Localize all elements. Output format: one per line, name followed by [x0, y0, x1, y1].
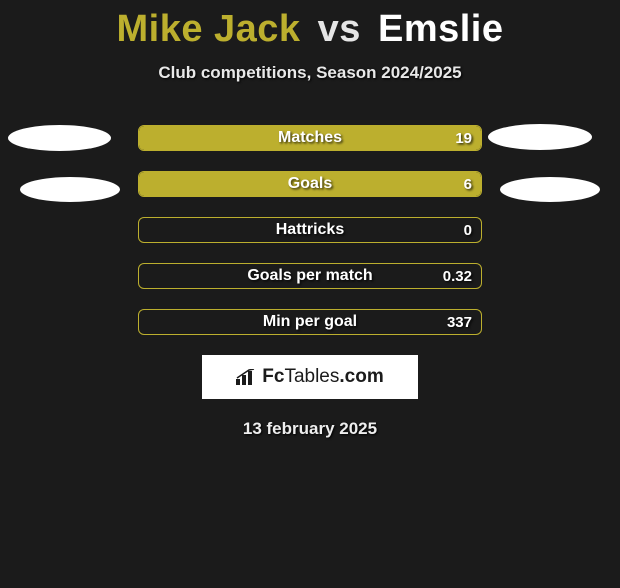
- stat-value: 0.32: [443, 263, 472, 289]
- decorative-ellipse: [500, 177, 600, 202]
- brand-tables: Tables: [284, 366, 339, 387]
- comparison-title: Mike Jack vs Emslie: [0, 8, 620, 51]
- bar-track: [138, 171, 482, 197]
- subtitle: Club competitions, Season 2024/2025: [0, 63, 620, 83]
- stat-row: Matches19: [138, 125, 482, 151]
- brand-logo-text: FcTables.com: [236, 366, 383, 388]
- decorative-ellipse: [488, 124, 592, 150]
- stat-row: Goals per match0.32: [138, 263, 482, 289]
- brand-fc: Fc: [262, 366, 284, 387]
- player1-name: Mike Jack: [116, 8, 300, 50]
- stat-value: 6: [464, 171, 472, 197]
- date-text: 13 february 2025: [0, 419, 620, 439]
- brand-logo: FcTables.com: [202, 355, 418, 399]
- decorative-ellipse: [8, 125, 111, 151]
- bar-track: [138, 217, 482, 243]
- decorative-ellipse: [20, 177, 120, 202]
- bar-track: [138, 309, 482, 335]
- stat-value: 19: [455, 125, 472, 151]
- stat-row: Goals6: [138, 171, 482, 197]
- player2-name: Emslie: [378, 8, 504, 50]
- stat-value: 0: [464, 217, 472, 243]
- stat-row: Hattricks0: [138, 217, 482, 243]
- bar-track: [138, 125, 482, 151]
- stat-value: 337: [447, 309, 472, 335]
- vs-text: vs: [318, 8, 361, 50]
- bar-track: [138, 263, 482, 289]
- stats-chart: Matches19 Goals6 Hattricks0 Goals per match…: [0, 125, 620, 335]
- bar-fill-left: [139, 126, 481, 150]
- brand-com: .com: [339, 366, 383, 387]
- bar-fill-left: [139, 172, 481, 196]
- stat-row: Min per goal337: [138, 309, 482, 335]
- bars-icon: [236, 369, 258, 385]
